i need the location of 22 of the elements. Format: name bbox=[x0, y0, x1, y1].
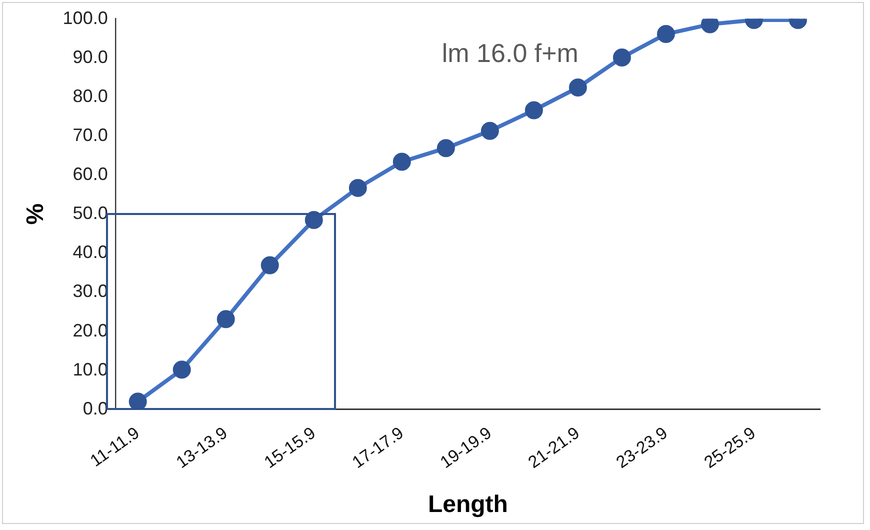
x-axis-title: Length bbox=[428, 491, 508, 518]
point bbox=[260, 256, 279, 274]
point bbox=[436, 139, 455, 158]
y-tick-label: 100.0 bbox=[62, 8, 108, 28]
point bbox=[128, 392, 147, 410]
y-tick-label: 60.0 bbox=[72, 164, 108, 184]
y-axis-title: % bbox=[22, 203, 50, 225]
point bbox=[392, 152, 411, 171]
y-tick-label: 80.0 bbox=[72, 86, 108, 106]
point bbox=[568, 78, 587, 97]
point bbox=[348, 178, 367, 197]
y-tick-label: 70.0 bbox=[72, 124, 108, 145]
point bbox=[216, 310, 235, 328]
annotation: lm 16.0 f+m bbox=[442, 38, 578, 68]
point bbox=[656, 25, 675, 44]
point bbox=[480, 122, 499, 140]
y-tick-label: 50.0 bbox=[72, 203, 108, 224]
point bbox=[304, 210, 323, 229]
point bbox=[612, 48, 631, 66]
point bbox=[172, 360, 191, 379]
y-tick-label: 90.0 bbox=[72, 46, 108, 67]
point bbox=[524, 101, 543, 120]
